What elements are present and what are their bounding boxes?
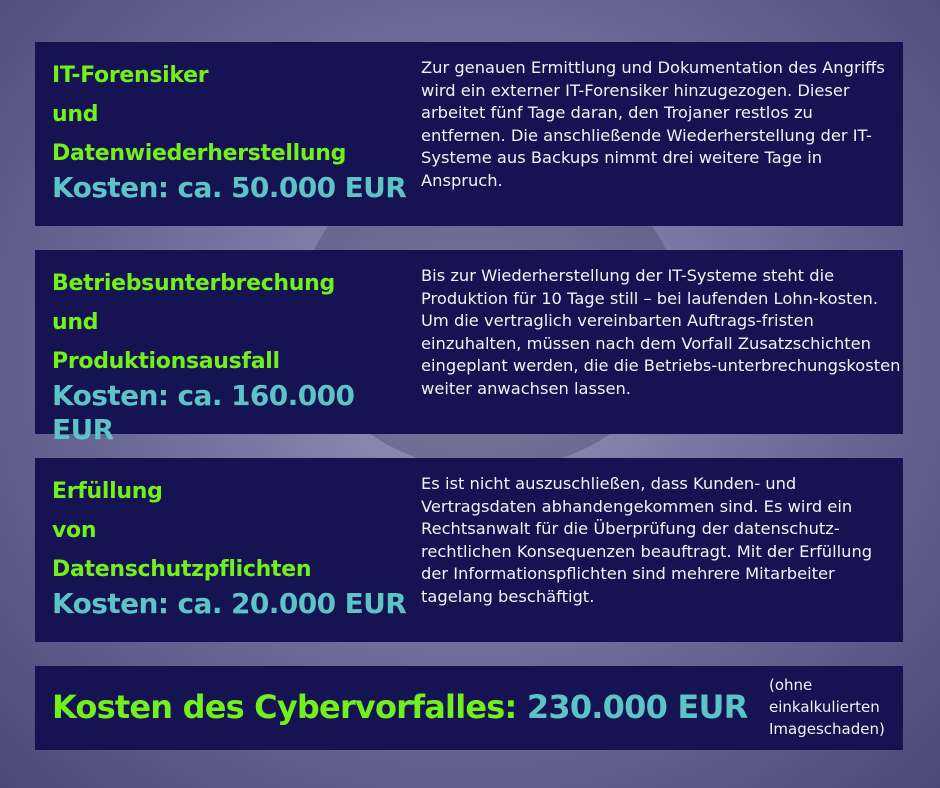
section-title: und bbox=[52, 102, 99, 127]
section-title: IT-Forensiker bbox=[52, 63, 209, 88]
total-note: (ohne einkalkulierten Imageschaden) bbox=[769, 676, 885, 738]
section-title: und bbox=[52, 310, 99, 335]
section-title: Datenschutzpflichten bbox=[52, 557, 312, 582]
section-title: Produktionsausfall bbox=[52, 349, 280, 374]
section-it-forensics: IT-Forensiker und Datenwiederherstellung… bbox=[35, 42, 903, 226]
total-cost-box: Kosten des Cybervorfalles: 230.000 EUR (… bbox=[35, 666, 903, 750]
section-title: Datenwiederherstellung bbox=[52, 141, 347, 166]
total-label: Kosten des Cybervorfalles: bbox=[52, 688, 517, 726]
section-description: Es ist nicht auszuschließen, dass Kunden… bbox=[421, 474, 873, 606]
section-business-interruption: Betriebsunterbrechung und Produktionsaus… bbox=[35, 250, 903, 446]
section-cost: Kosten: ca. 50.000 EUR bbox=[52, 171, 407, 204]
section-description: Bis zur Wiederherstellung der IT-Systeme… bbox=[421, 266, 901, 398]
total-label-row: Kosten des Cybervorfalles: 230.000 EUR bbox=[52, 688, 748, 726]
total-value: 230.000 EUR bbox=[526, 688, 748, 726]
section-cost: Kosten: ca. 20.000 EUR bbox=[52, 587, 407, 620]
section-data-protection: Erfüllung von Datenschutzpflichten Koste… bbox=[35, 458, 903, 642]
section-title: von bbox=[52, 518, 97, 543]
section-description: Zur genauen Ermittlung und Dokumentation… bbox=[421, 58, 885, 190]
section-cost: Kosten: ca. 160.000 EUR bbox=[52, 379, 355, 446]
section-title: Betriebsunterbrechung bbox=[52, 271, 335, 296]
section-title: Erfüllung bbox=[52, 479, 163, 504]
